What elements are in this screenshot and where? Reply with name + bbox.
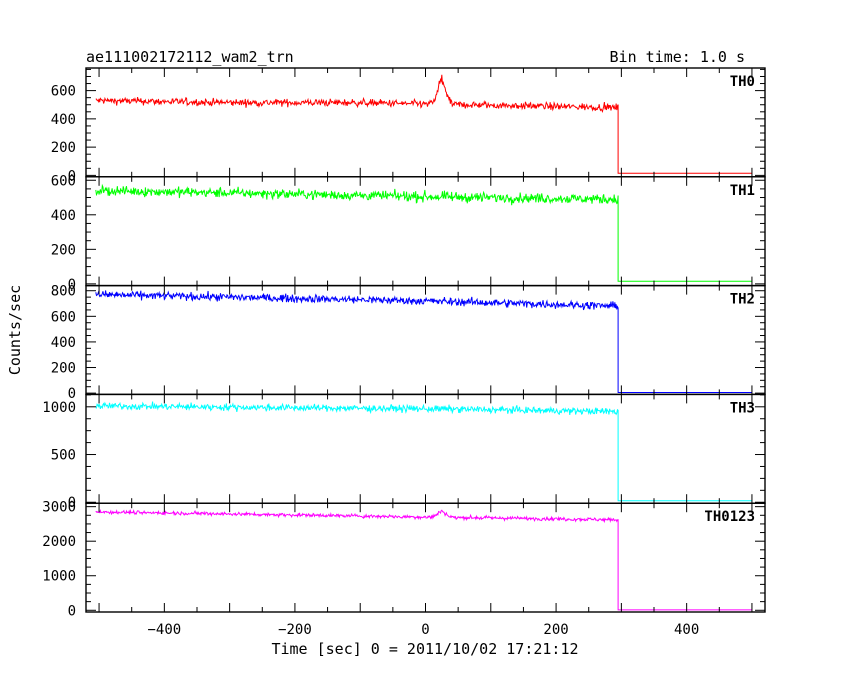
x-tick-label: −200 — [278, 622, 312, 638]
y-tick-label: 200 — [51, 140, 76, 156]
y-tick-label: 0 — [68, 277, 76, 293]
panel-label: TH0123 — [704, 509, 755, 525]
bin-time-label: Bin time: 1.0 s — [610, 48, 745, 66]
panel-th0123: 0 1000 2000 3000 TH0123 — [42, 500, 766, 619]
y-tick-label: 200 — [51, 361, 76, 377]
x-tick-label: 400 — [674, 622, 699, 638]
y-tick-label: 600 — [51, 309, 76, 325]
y-tick-label: 0 — [68, 386, 76, 402]
y-tick-label: 600 — [51, 84, 76, 100]
y-tick-label: 1000 — [42, 569, 76, 585]
series-line-th0 — [95, 74, 752, 174]
x-axis-label: Time [sec] 0 = 2011/10/02 17:21:12 — [271, 640, 578, 658]
y-tick-label: 3000 — [42, 500, 76, 516]
panel-label: TH3 — [730, 400, 755, 416]
y-tick-label: 2000 — [42, 534, 76, 550]
panel-frame — [85, 502, 766, 613]
y-tick-label: 400 — [51, 335, 76, 351]
y-tick-label: 0 — [68, 603, 76, 619]
chart-title: ae111002172112_wam2_trn — [86, 48, 294, 66]
panel-frame — [85, 67, 766, 178]
y-axis-label: Counts/sec — [6, 285, 24, 375]
y-tick-label: 400 — [51, 112, 76, 128]
series-line-th2 — [95, 290, 752, 393]
y-tick-label: 200 — [51, 242, 76, 258]
y-tick-label: 0 — [68, 495, 76, 511]
panel-label: TH2 — [730, 292, 755, 308]
panel-label: TH0 — [730, 74, 755, 90]
x-tick-label: 200 — [543, 622, 568, 638]
panel-frame — [85, 393, 766, 504]
x-tick-label: 0 — [421, 622, 429, 638]
y-tick-label: 800 — [51, 284, 76, 300]
panel-label: TH1 — [730, 183, 755, 199]
panel-frame — [85, 284, 766, 396]
panel-th3: 0 500 1000 TH3 — [42, 393, 766, 511]
series-line-th0123 — [95, 508, 752, 611]
panel-th0: 0 200 400 600 TH0 — [51, 67, 766, 184]
panel-th2: 0 200 400 600 800 TH2 — [51, 284, 766, 402]
y-tick-label: 600 — [51, 173, 76, 189]
y-tick-label: 500 — [51, 448, 76, 464]
panels: 0 200 400 600 TH0 0 200 400 600 TH1 0 200 400 600 800 T… — [42, 67, 766, 638]
y-tick-label: 1000 — [42, 400, 76, 416]
series-line-th1 — [95, 183, 752, 282]
y-tick-label: 0 — [68, 168, 76, 184]
panel-th1: 0 200 400 600 TH1 — [51, 173, 766, 293]
series-line-th3 — [95, 401, 752, 502]
x-tick-label: −400 — [147, 622, 181, 638]
y-tick-label: 400 — [51, 208, 76, 224]
